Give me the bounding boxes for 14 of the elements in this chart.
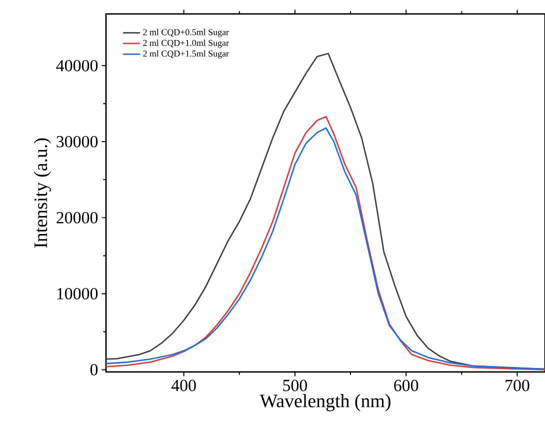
- y-tick-label: 40000: [56, 60, 98, 72]
- legend-label: 2 ml CQD+1.5ml Sugar: [143, 50, 229, 58]
- y-tick-label: 20000: [56, 212, 98, 224]
- y-axis-title: Intensity (a.u.): [34, 138, 52, 248]
- x-tick-label: 500: [283, 380, 308, 392]
- y-tick-label: 0: [90, 364, 98, 376]
- legend-label: 2 ml CQD+1.0ml Sugar: [143, 40, 229, 48]
- x-tick-label: 600: [394, 380, 418, 392]
- y-tick-label: 30000: [56, 136, 98, 148]
- y-tick-label: 10000: [57, 288, 98, 300]
- x-tick-label: 400: [171, 380, 196, 392]
- x-axis-title: Wavelength (nm): [260, 394, 390, 412]
- legend-label: 2 ml CQD+0.5ml Sugar: [143, 28, 229, 38]
- x-tick-label: 700: [506, 380, 530, 392]
